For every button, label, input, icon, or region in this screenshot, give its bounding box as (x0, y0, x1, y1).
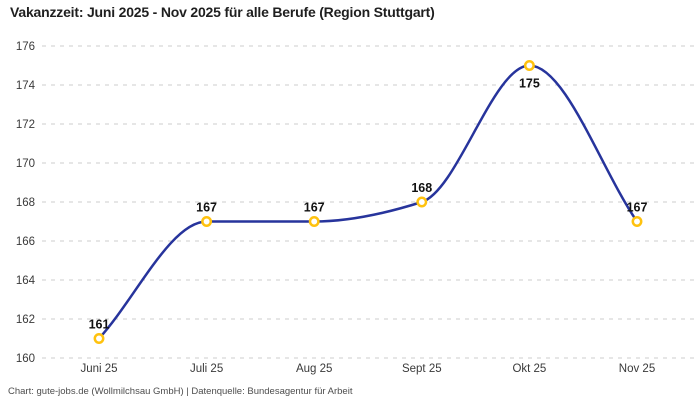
chart-title: Vakanzzeit: Juni 2025 - Nov 2025 für all… (10, 4, 435, 20)
x-axis-tick-label: Sept 25 (402, 363, 442, 375)
attribution-text: Chart: gute-jobs.de (Wollmilchsau GmbH) … (8, 386, 353, 397)
data-point-marker[interactable] (308, 216, 320, 227)
data-point-label: 161 (89, 318, 110, 332)
data-point-marker[interactable] (93, 333, 105, 344)
y-axis-tick-label: 172 (16, 119, 35, 131)
data-point-marker[interactable] (631, 216, 643, 227)
y-axis-tick-label: 176 (16, 41, 35, 53)
data-point-marker[interactable] (201, 216, 213, 227)
y-axis-tick-label: 166 (16, 236, 35, 248)
data-point-label: 167 (304, 201, 325, 215)
y-axis-tick-label: 168 (16, 197, 35, 209)
data-point-label: 167 (196, 201, 217, 215)
x-axis-tick-label: Okt 25 (512, 363, 546, 375)
series-line (97, 64, 639, 340)
data-point-marker[interactable] (416, 196, 428, 208)
y-axis-tick-label: 162 (16, 314, 35, 326)
x-axis-tick-label: Nov 25 (619, 363, 655, 375)
data-point-label: 167 (627, 201, 648, 215)
data-point-label: 168 (411, 181, 432, 195)
data-point-marker[interactable] (523, 60, 535, 71)
x-axis-tick-label: Aug 25 (296, 363, 332, 375)
y-axis-tick-label: 164 (16, 275, 36, 287)
y-axis-tick-label: 170 (16, 158, 35, 170)
data-point-label: 175 (519, 77, 540, 91)
x-axis-tick-label: Juni 25 (80, 363, 117, 375)
y-axis-tick-label: 160 (16, 353, 35, 365)
x-axis-tick-label: Juli 25 (190, 363, 223, 375)
y-axis-tick-label: 174 (16, 80, 36, 92)
